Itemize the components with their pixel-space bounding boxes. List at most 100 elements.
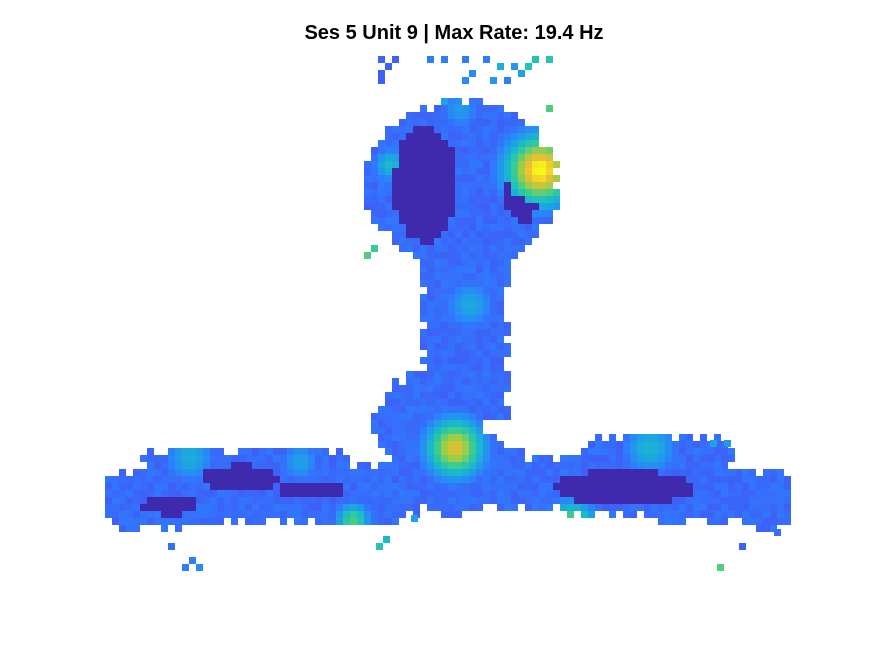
heatmap-cell [700,462,707,469]
heatmap-cell [441,266,448,273]
heatmap-cell [504,210,511,217]
heatmap-cell [476,497,483,504]
heatmap-cell [357,469,364,476]
heatmap-cell [301,462,308,469]
heatmap-cell [483,448,490,455]
heatmap-cell [371,420,378,427]
heatmap-cell [427,469,434,476]
heatmap-cell [462,392,469,399]
heatmap-cell [406,427,413,434]
heatmap-cell [182,483,189,490]
heatmap-cell [455,105,462,112]
heatmap-cell [455,322,462,329]
heatmap-cell [497,119,504,126]
heatmap-cell [420,434,427,441]
heatmap-cell [462,413,469,420]
heatmap-cell [518,483,525,490]
heatmap-cell [427,462,434,469]
heatmap-cell [525,238,532,245]
heatmap-cell [378,511,385,518]
heatmap-cell [739,543,746,550]
heatmap-cell [329,462,336,469]
heatmap-cell [273,511,280,518]
heatmap-cell [434,154,441,161]
heatmap-cell [777,497,784,504]
heatmap-cell [735,497,742,504]
heatmap-cell [784,518,791,525]
heatmap-cell [434,126,441,133]
heatmap-cell [469,175,476,182]
heatmap-cell [441,105,448,112]
heatmap-cell [385,175,392,182]
heatmap-cell [497,266,504,273]
heatmap-cell [469,364,476,371]
heatmap-cell [588,455,595,462]
heatmap-cell [714,504,721,511]
heatmap-cell [252,476,259,483]
heatmap-cell [378,196,385,203]
heatmap-cell [231,497,238,504]
heatmap-cell [161,497,168,504]
heatmap-cell [567,469,574,476]
heatmap-cell [637,455,644,462]
heatmap-cell [476,231,483,238]
heatmap-cell [308,469,315,476]
heatmap-cell [336,518,343,525]
heatmap-cell [385,434,392,441]
heatmap-cell [665,448,672,455]
heatmap-cell [686,497,693,504]
heatmap-cell [756,483,763,490]
heatmap-cell [427,378,434,385]
heatmap-cell [567,497,574,504]
heatmap-cell [497,378,504,385]
heatmap-cell [483,364,490,371]
heatmap-cell [154,462,161,469]
heatmap-cell [518,448,525,455]
heatmap-cell [462,217,469,224]
heatmap-cell [441,371,448,378]
heatmap-cell [532,231,539,238]
heatmap-cell [462,161,469,168]
heatmap-cell [497,392,504,399]
heatmap-cell [238,504,245,511]
heatmap-cell [567,490,574,497]
heatmap-cell [322,462,329,469]
heatmap-cell [469,266,476,273]
heatmap-cell [378,434,385,441]
heatmap-cell [469,259,476,266]
heatmap-cell [413,154,420,161]
heatmap-cell [448,231,455,238]
heatmap-cell [371,245,378,252]
heatmap-cell [245,483,252,490]
heatmap-cell [476,504,483,511]
heatmap-cell [532,133,539,140]
heatmap-cell [476,455,483,462]
heatmap-cell [448,385,455,392]
heatmap-cell [420,140,427,147]
heatmap-cell [560,462,567,469]
heatmap-cell [665,476,672,483]
heatmap-cell [189,469,196,476]
heatmap-cell [525,483,532,490]
heatmap-cell [259,462,266,469]
heatmap-cell [511,462,518,469]
heatmap-cell [581,469,588,476]
heatmap-cell [434,343,441,350]
heatmap-cell [420,483,427,490]
heatmap-cell [343,476,350,483]
heatmap-cell [420,385,427,392]
heatmap-cell [532,140,539,147]
heatmap-cell [203,476,210,483]
heatmap-cell [126,518,133,525]
heatmap-cell [497,280,504,287]
heatmap-cell [546,147,553,154]
heatmap-cell [483,441,490,448]
heatmap-cell [448,434,455,441]
heatmap-cell [441,126,448,133]
heatmap-cell [476,147,483,154]
heatmap-cell [476,161,483,168]
heatmap-cell [644,462,651,469]
heatmap-cell [287,490,294,497]
heatmap-cell [343,455,350,462]
heatmap-cell [637,441,644,448]
